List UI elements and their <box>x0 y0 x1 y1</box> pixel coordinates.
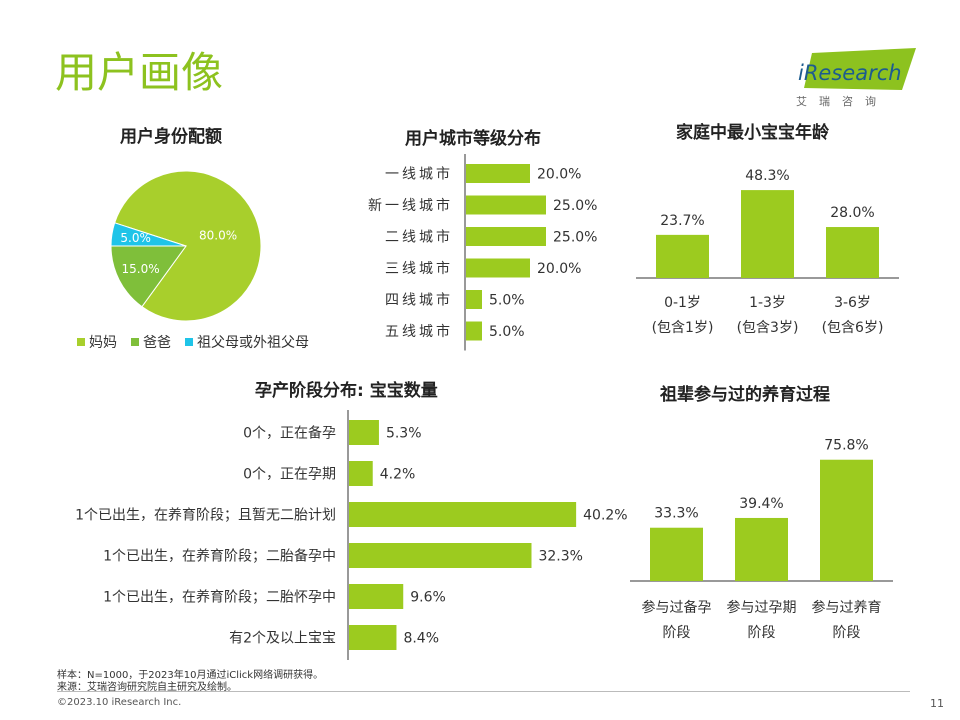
data-label: 25.0% <box>553 230 597 246</box>
pregnancy-chart-title: 孕产阶段分布: 宝宝数量 <box>255 381 438 401</box>
footnote-source: 来源：艾瑞咨询研究院自主研究及绘制。 <box>57 682 237 693</box>
city-chart-title: 用户城市等级分布 <box>405 129 541 149</box>
bar <box>466 195 546 215</box>
logo-banner-shape <box>804 48 916 90</box>
data-label: 20.0% <box>537 261 581 277</box>
bar <box>466 321 482 341</box>
pie-slice <box>110 245 187 308</box>
bar <box>820 459 873 581</box>
category-label: 0个，正在孕期 <box>243 467 336 483</box>
footer-divider <box>57 691 910 692</box>
category-label: 阶段 <box>663 625 691 641</box>
pie-slice-label: 15.0% <box>121 262 159 276</box>
bar <box>349 461 373 486</box>
legend-item: 祖父母或外祖父母 <box>185 332 309 352</box>
bar <box>656 234 709 278</box>
category-label: 参与过孕期 <box>727 599 797 616</box>
pie-slice <box>114 170 262 322</box>
bar <box>349 625 397 650</box>
category-label: 1个已出生，在养育阶段；二胎怀孕中 <box>103 590 336 606</box>
data-label: 40.2% <box>583 508 627 524</box>
category-label: 参与过养育 <box>812 599 882 616</box>
data-label: 9.6% <box>410 590 446 606</box>
bar <box>650 527 703 581</box>
data-label: 5.3% <box>386 426 422 442</box>
pie-slice-label: 80.0% <box>199 229 237 243</box>
data-label: 5.0% <box>489 293 525 309</box>
category-label: 二线城市 <box>385 229 453 246</box>
category-label: 1-3岁 <box>749 295 786 311</box>
category-label: (包含6岁) <box>822 320 884 336</box>
category-label: 有2个及以上宝宝 <box>229 631 336 647</box>
page-title: 用户画像 <box>55 48 224 97</box>
data-label: 4.2% <box>380 467 416 483</box>
category-label: 1个已出生，在养育阶段；且暂无二胎计划 <box>75 508 336 524</box>
category-label: 阶段 <box>748 625 776 641</box>
baby-age-chart-title: 家庭中最小宝宝年龄 <box>676 123 829 143</box>
page-number: 11 <box>930 697 944 710</box>
iresearch-logo: iResearch <box>798 48 916 90</box>
pie-slice <box>110 222 187 247</box>
data-label: 32.3% <box>538 549 582 565</box>
data-label: 20.0% <box>537 167 581 183</box>
category-label: 3-6岁 <box>834 295 871 311</box>
bar <box>466 164 530 183</box>
legend-label: 妈妈 <box>89 335 117 351</box>
data-label: 48.3% <box>745 168 789 184</box>
category-label: (包含1岁) <box>652 320 714 336</box>
data-label: 39.4% <box>739 496 783 512</box>
pregnancy-bar-chart: 0个，正在备孕 5.3% 0个，正在孕期 4.2% 1个已出生，在养育阶段；且暂无二胎计… <box>75 410 628 660</box>
data-label: 28.0% <box>830 205 874 221</box>
category-label: 新一线城市 <box>368 197 453 214</box>
data-label: 33.3% <box>654 506 698 522</box>
bar <box>349 420 379 445</box>
bar <box>349 584 404 609</box>
category-label: (包含3岁) <box>737 320 799 336</box>
identity-pie-chart: 80.0% 15.0% 5.0% <box>110 170 262 322</box>
data-label: 8.4% <box>403 631 439 647</box>
category-label: 一线城市 <box>385 166 453 183</box>
legend-swatch <box>131 338 139 346</box>
logo-text: iResearch <box>798 61 902 85</box>
bar <box>466 290 482 309</box>
bar <box>349 502 577 527</box>
category-label: 0个，正在备孕 <box>243 425 336 442</box>
legend-swatch <box>77 338 85 346</box>
grandparents-chart-title: 祖辈参与过的养育过程 <box>660 385 830 405</box>
legend-item: 爸爸 <box>131 332 171 352</box>
city-bar-chart: 一线城市 20.0% 新一线城市 25.0% 二线城市 25.0% 三线城市 20.0% 四线城… <box>368 154 597 351</box>
legend-item: 妈妈 <box>77 332 117 352</box>
data-label: 75.8% <box>824 438 868 454</box>
legend-label: 祖父母或外祖父母 <box>197 335 309 351</box>
legend-swatch <box>185 338 193 346</box>
category-label: 0-1岁 <box>664 295 701 311</box>
identity-legend: 妈妈 爸爸 祖父母或外祖父母 <box>77 332 309 352</box>
bar <box>741 190 794 278</box>
category-label: 1个已出生，在养育阶段；二胎备孕中 <box>103 548 336 565</box>
category-label: 五线城市 <box>385 323 453 340</box>
data-label: 25.0% <box>553 198 597 214</box>
data-label: 5.0% <box>489 324 525 340</box>
bar <box>466 258 530 278</box>
bar <box>735 517 788 581</box>
category-label: 参与过备孕 <box>642 599 712 616</box>
category-label: 三线城市 <box>385 260 453 277</box>
legend-label: 爸爸 <box>143 335 171 351</box>
footnote-sample: 样本：N=1000，于2023年10月通过iClick网络调研获得。 <box>57 670 324 681</box>
bar <box>349 543 532 568</box>
data-label: 23.7% <box>660 213 704 229</box>
logo-tagline: 艾瑞咨询 <box>796 95 888 108</box>
bar <box>826 227 879 278</box>
bar <box>466 227 546 246</box>
identity-chart-title: 用户身份配额 <box>120 127 222 147</box>
baby-age-bar-chart: 23.7% 0-1岁 (包含1岁) 48.3% 1-3岁 (包含3岁) 28.0% 3-6岁 (… <box>636 168 899 336</box>
copyright: ©2023.10 iResearch Inc. <box>57 697 182 708</box>
category-label: 阶段 <box>833 625 861 641</box>
pie-slice-label: 5.0% <box>120 231 151 245</box>
category-label: 四线城市 <box>385 292 453 309</box>
